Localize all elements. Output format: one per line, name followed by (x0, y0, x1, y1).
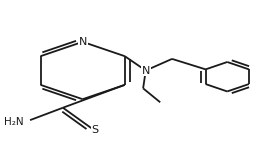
Text: S: S (92, 125, 99, 135)
Text: H₂N: H₂N (4, 117, 24, 127)
Text: N: N (79, 37, 87, 47)
Text: N: N (142, 66, 150, 75)
